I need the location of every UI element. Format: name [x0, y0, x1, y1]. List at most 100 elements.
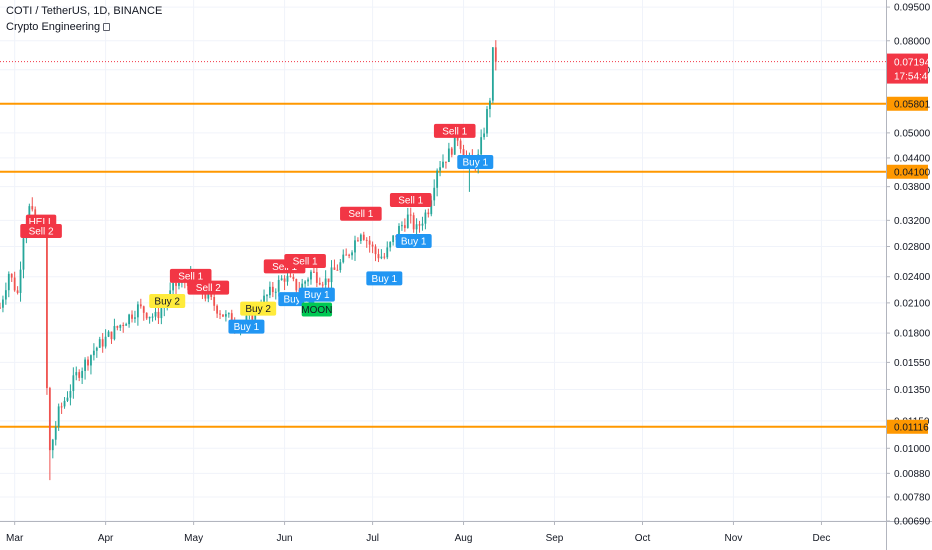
candle-body	[351, 252, 353, 256]
candle-body	[125, 324, 128, 326]
candle-body	[315, 272, 318, 283]
candle-body	[330, 267, 333, 283]
level-price-label: 0.04100	[894, 167, 931, 178]
level-price-badge	[887, 164, 928, 179]
candle-body	[327, 278, 330, 283]
candle-body	[266, 295, 268, 297]
price-tick-label: 0.02400	[894, 272, 931, 283]
lock-icon	[103, 23, 111, 31]
candle-body	[78, 372, 81, 378]
candle-body	[295, 279, 298, 291]
price-tick-label: 0.04400	[894, 153, 931, 164]
candle-body	[51, 439, 54, 451]
candle-body	[104, 336, 107, 347]
signal-label-box	[240, 301, 277, 316]
time-tick-label: Nov	[725, 533, 743, 544]
candle-body	[75, 372, 78, 376]
signal-label-box	[389, 192, 432, 207]
candle-body	[368, 240, 371, 245]
candle-body	[207, 292, 210, 299]
candle-body	[445, 161, 447, 163]
candle-body	[54, 426, 57, 440]
candle-body	[377, 254, 380, 259]
candle-body	[483, 133, 485, 138]
level-price-badge	[887, 96, 928, 111]
candle-body	[84, 359, 86, 371]
signal-label: Sell 2	[196, 283, 221, 294]
signal-label: Sell 1	[293, 257, 318, 268]
candle-body	[421, 223, 424, 226]
candle-body	[365, 239, 368, 241]
indicator-legend[interactable]: Crypto Engineering	[6, 21, 111, 33]
current-price-badge	[887, 53, 928, 84]
candle-body	[31, 206, 34, 210]
time-tick-label: Jul	[366, 533, 379, 544]
candle-body	[110, 331, 113, 340]
candle-body	[453, 135, 456, 155]
candle-body	[398, 226, 400, 236]
candle-body	[357, 240, 359, 242]
candle-body	[139, 304, 142, 307]
countdown-label: 17:54:40	[894, 72, 932, 83]
candle-body	[160, 308, 163, 319]
signal-label-box	[301, 302, 333, 317]
candle-body	[0, 307, 1, 309]
candle-body	[98, 339, 101, 348]
price-tick-label: 0.00780	[894, 492, 931, 503]
candle-body	[154, 311, 157, 317]
candle-body	[489, 100, 491, 110]
price-tick-label: 0.01550	[894, 358, 931, 369]
signal-label: Sell 1	[272, 262, 297, 273]
candle-body	[424, 212, 427, 224]
candle-body	[107, 331, 110, 337]
price-tick-label: 0.09500	[894, 3, 931, 14]
candle-body	[219, 313, 221, 315]
level-price-label: 0.05801	[894, 99, 931, 110]
time-tick-label: Mar	[6, 533, 24, 544]
signal-label: Sell 2	[29, 227, 54, 238]
candle-body	[427, 212, 430, 215]
signal-label-box	[169, 268, 212, 283]
signal-label: Sell 1	[348, 209, 373, 220]
candle-body	[430, 200, 433, 215]
current-price-label: 0.07194	[894, 58, 931, 69]
signal-label-box	[366, 271, 403, 286]
price-tick-label: 0.02800	[894, 242, 931, 253]
candle-body	[447, 148, 450, 162]
candle-body	[60, 406, 63, 408]
candle-body	[148, 316, 151, 319]
candle-body	[122, 325, 125, 327]
candle-body	[213, 296, 216, 306]
candle-body	[403, 225, 406, 228]
signal-label: MOON	[301, 305, 332, 316]
signal-label: Buy 1	[284, 295, 310, 306]
price-tick-label: 0.01350	[894, 385, 931, 396]
candle-body	[283, 278, 286, 282]
candle-body	[442, 161, 444, 168]
candle-body	[81, 370, 84, 378]
signal-label-box	[228, 319, 265, 334]
candle-body	[371, 244, 374, 247]
candle-body	[157, 311, 160, 319]
time-tick-label: May	[184, 533, 203, 544]
signal-label-box	[284, 254, 326, 269]
candle-body	[321, 284, 324, 286]
candle-body	[90, 355, 92, 366]
signal-label: Sell 1	[178, 271, 203, 282]
horizontal-levels	[0, 61, 886, 428]
candle-body	[142, 306, 145, 313]
candle-body	[222, 314, 224, 317]
candle-body	[380, 256, 383, 259]
time-tick-label: Sep	[546, 533, 564, 544]
price-tick-label: 0.01000	[894, 444, 931, 455]
candle-body	[230, 313, 233, 324]
candle-body	[92, 350, 95, 356]
signal-label: Buy 2	[154, 297, 180, 308]
candle-body	[304, 281, 307, 284]
signal-label-box	[340, 206, 382, 221]
candle-body	[386, 247, 389, 258]
price-tick-label: 0.00880	[894, 469, 931, 480]
